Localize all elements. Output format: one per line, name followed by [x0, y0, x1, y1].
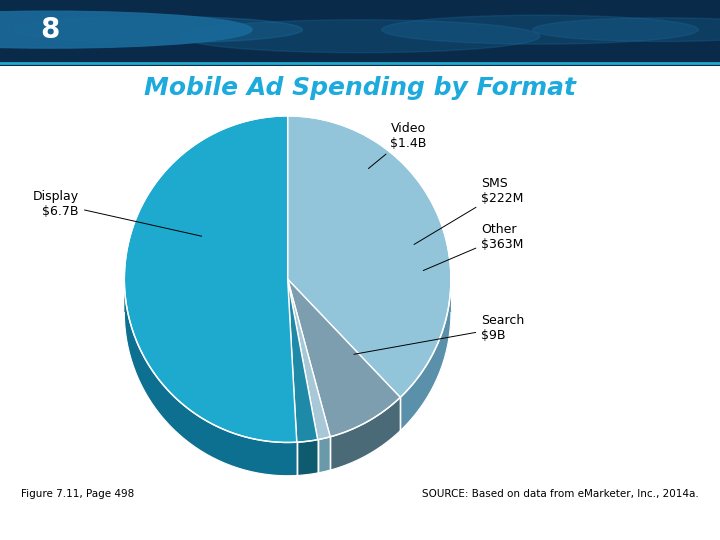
Polygon shape: [125, 280, 297, 476]
Circle shape: [382, 15, 698, 44]
Circle shape: [0, 11, 252, 48]
Circle shape: [533, 18, 720, 42]
Text: Other
$363M: Other $363M: [423, 223, 523, 271]
Text: Figure 7.11, Page 498: Figure 7.11, Page 498: [22, 489, 135, 499]
Wedge shape: [288, 279, 400, 437]
Text: Copyright © 2016 Pearson Education, Ltd.: Copyright © 2016 Pearson Education, Ltd.: [26, 517, 262, 528]
Text: SOURCE: Based on data from eMarketer, Inc., 2014a.: SOURCE: Based on data from eMarketer, In…: [422, 489, 698, 499]
Polygon shape: [297, 440, 318, 476]
Wedge shape: [125, 116, 297, 442]
Circle shape: [180, 20, 540, 53]
Wedge shape: [288, 279, 318, 442]
Text: Display
$6.7B: Display $6.7B: [33, 190, 202, 236]
Polygon shape: [318, 437, 330, 473]
Polygon shape: [400, 280, 451, 431]
Text: Mobile Ad Spending by Format: Mobile Ad Spending by Format: [144, 76, 576, 100]
Text: Search
$9B: Search $9B: [354, 314, 524, 354]
Text: SMS
$222M: SMS $222M: [414, 178, 523, 245]
Circle shape: [14, 16, 302, 43]
Ellipse shape: [125, 283, 451, 342]
Text: Video
$1.4B: Video $1.4B: [369, 122, 427, 168]
Text: 8: 8: [41, 16, 60, 44]
Wedge shape: [288, 116, 451, 397]
Polygon shape: [330, 397, 400, 470]
Text: Slide 1-33: Slide 1-33: [591, 516, 662, 529]
Wedge shape: [288, 279, 330, 440]
